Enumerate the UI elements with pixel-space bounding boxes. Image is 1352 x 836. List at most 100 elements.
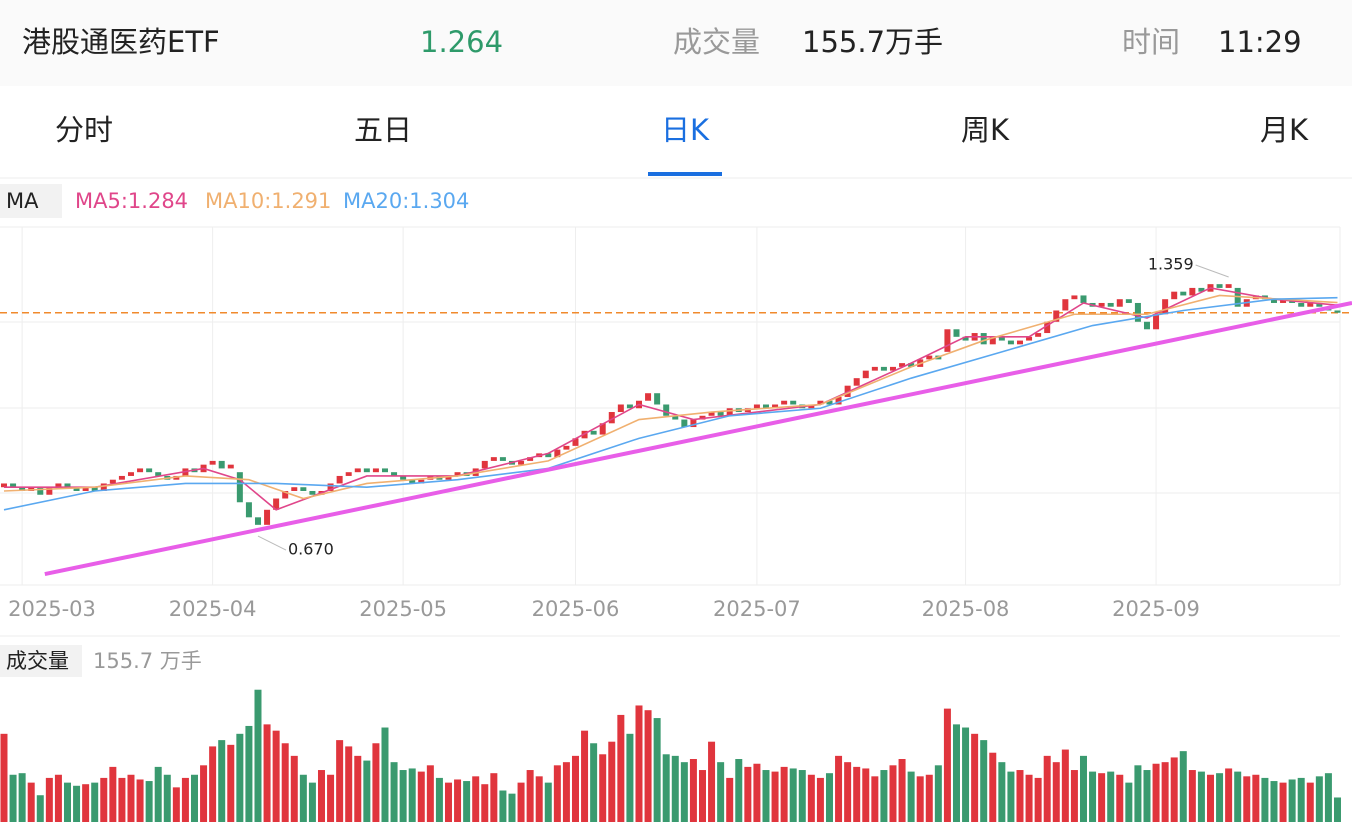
candle — [853, 378, 860, 386]
candle — [880, 366, 887, 371]
candle — [953, 329, 960, 337]
candle — [46, 487, 53, 495]
volume-bar — [526, 770, 534, 822]
volume-bar — [317, 770, 325, 822]
candle — [254, 517, 261, 525]
volume-bar — [426, 765, 434, 822]
candle — [10, 483, 17, 488]
candle — [908, 363, 915, 367]
ma-legend: MA10:1.291 — [205, 189, 331, 213]
candle — [1107, 302, 1114, 307]
volume-bar — [1098, 773, 1106, 822]
volume-bar — [36, 795, 44, 822]
volume-bar — [1152, 763, 1160, 822]
volume-bar — [789, 768, 797, 822]
volume-bar — [1288, 779, 1296, 822]
volume-bar — [1188, 770, 1196, 822]
volume-bar — [1016, 770, 1024, 822]
candle — [998, 336, 1005, 341]
volume-bar — [735, 759, 743, 822]
volume-bar — [590, 743, 598, 822]
volume-bar — [181, 777, 189, 822]
volume-bar — [1143, 770, 1151, 822]
tab[interactable]: 周K — [961, 113, 1010, 147]
candle — [726, 408, 733, 416]
candle — [1280, 299, 1287, 303]
volume-bar — [100, 777, 108, 822]
candle — [100, 483, 107, 491]
candle — [1316, 302, 1323, 307]
candle — [617, 404, 624, 413]
volume-bar — [1116, 774, 1124, 822]
volume-bar — [454, 779, 462, 822]
candle — [1071, 295, 1078, 300]
volume-bar — [345, 746, 353, 822]
candle — [1125, 299, 1132, 303]
candle — [209, 460, 216, 465]
volume-bar — [943, 708, 951, 822]
candle — [82, 487, 89, 491]
volume-bar — [653, 718, 661, 822]
volume-legend: 155.7 万手 — [93, 649, 202, 673]
candle — [808, 404, 815, 409]
volume-bar — [336, 740, 344, 822]
tab[interactable]: 五日 — [354, 113, 412, 147]
volume-bar — [771, 771, 779, 822]
volume-bar — [998, 762, 1006, 822]
volume-bar — [354, 755, 362, 822]
candle — [899, 363, 906, 367]
volume-bar — [989, 752, 997, 822]
candle — [155, 472, 162, 476]
x-tick-label: 2025-06 — [532, 597, 620, 621]
candle — [944, 329, 951, 352]
volume-bar — [154, 766, 162, 822]
candle — [1307, 302, 1314, 307]
candle — [73, 487, 80, 491]
volume-bar — [671, 755, 679, 822]
volume-bar — [571, 755, 579, 822]
volume-bar — [45, 777, 53, 822]
candle — [282, 490, 289, 499]
candle — [871, 366, 878, 371]
volume-bar — [163, 774, 171, 822]
volume-bar — [444, 782, 452, 822]
volume-bar — [127, 774, 135, 822]
volume-bar — [218, 740, 226, 822]
candle — [781, 400, 788, 405]
candle — [1044, 321, 1051, 334]
tab[interactable]: 分时 — [55, 113, 113, 147]
candle — [753, 404, 760, 409]
volume-bar — [680, 762, 688, 822]
volume-bar — [508, 793, 516, 822]
ma-line — [3, 294, 1338, 500]
volume-bar — [82, 784, 90, 822]
candle — [1334, 310, 1341, 313]
volume-bar — [517, 782, 525, 822]
volume-bar — [200, 765, 208, 822]
volume-bar — [1225, 768, 1233, 822]
price: 1.264 — [420, 25, 503, 59]
volume-bar — [962, 727, 970, 822]
volume-bar — [281, 743, 289, 822]
x-tick-label: 2025-03 — [8, 597, 96, 621]
annotation-leader — [1195, 264, 1229, 278]
candle — [1216, 284, 1223, 288]
time: 11:29 — [1218, 25, 1302, 59]
volume-bar — [1261, 777, 1269, 822]
candle — [1026, 336, 1033, 341]
candle — [1189, 287, 1196, 296]
trendline — [44, 301, 1352, 577]
candle — [772, 404, 779, 409]
candle — [1035, 333, 1042, 337]
volume-bar — [118, 777, 126, 822]
candle — [91, 487, 98, 491]
volume-bar — [816, 777, 824, 822]
header-bg — [0, 0, 1352, 86]
volume-bar — [254, 689, 262, 822]
candle — [372, 468, 379, 473]
volume-bar — [1170, 757, 1178, 822]
tab[interactable]: 日K — [661, 113, 710, 147]
candle — [418, 479, 425, 484]
tab[interactable]: 月K — [1260, 113, 1309, 147]
